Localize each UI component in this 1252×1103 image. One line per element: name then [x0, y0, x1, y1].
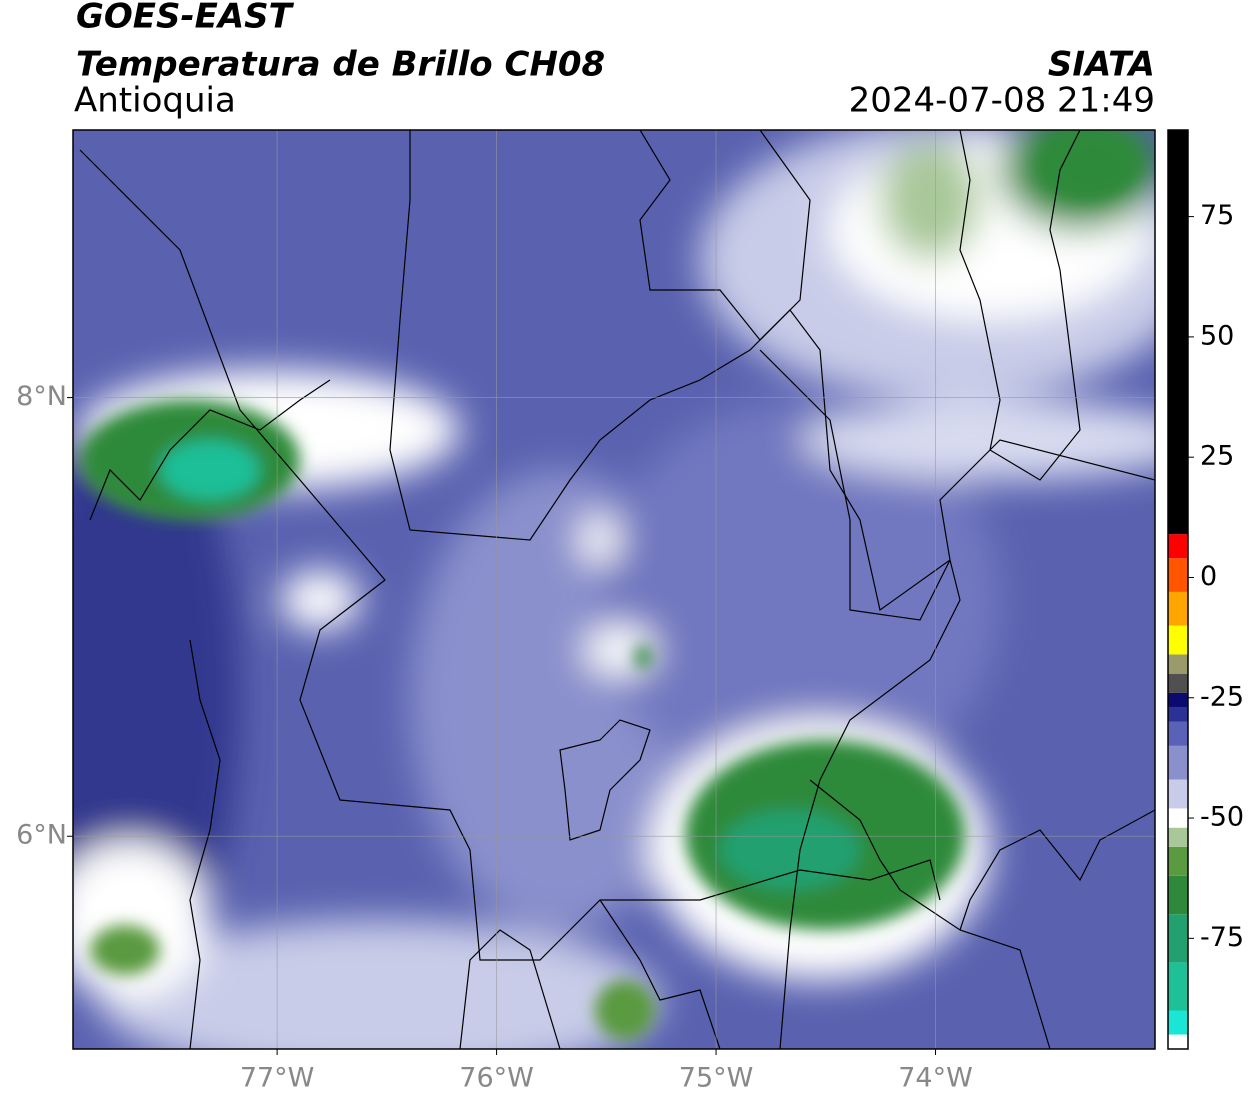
map-grid	[67, 130, 1155, 1055]
colorbar-tick-label: 25	[1200, 441, 1234, 472]
colorbar-tick-label: 75	[1200, 200, 1234, 231]
x-tick-label: 75°W	[679, 1063, 754, 1094]
colorbar-tick-label: 50	[1200, 320, 1234, 351]
colorbar-segment	[1168, 692, 1188, 708]
colorbar-segment	[1168, 745, 1188, 780]
colorbar-segment	[1168, 1034, 1188, 1049]
colorbar-segment	[1168, 721, 1188, 746]
colorbar-segment	[1168, 808, 1188, 828]
colorbar-tick-label: -25	[1200, 681, 1244, 712]
colorbar-segment	[1168, 875, 1188, 915]
colorbar-segment	[1168, 130, 1188, 535]
colorbar-segment	[1168, 625, 1188, 655]
plot-frame	[72, 129, 1156, 1050]
colorbar-segment	[1168, 846, 1188, 876]
colorbar-segment	[1168, 827, 1188, 847]
y-tick-label: 8°N	[16, 381, 67, 412]
colorbar-segment	[1168, 534, 1188, 559]
colorbar	[1168, 130, 1194, 1049]
colorbar-segment	[1168, 558, 1188, 592]
borders	[79, 130, 1155, 1049]
subtitle: Temperatura de Brillo CH08	[76, 45, 605, 85]
x-tick-label: 77°W	[240, 1063, 315, 1094]
colorbar-segment	[1168, 673, 1188, 693]
colorbar-segment	[1168, 779, 1188, 809]
colorbar-segment	[1168, 707, 1188, 722]
field	[73, 130, 1155, 1049]
colorbar-segment	[1168, 591, 1188, 626]
colorbar-segment	[1168, 962, 1188, 1011]
colorbar-frame	[1167, 129, 1189, 1050]
colorbar-segment	[1168, 654, 1188, 674]
colorbar-tick-label: -50	[1200, 802, 1244, 833]
x-tick-label: 74°W	[898, 1063, 973, 1094]
colorbar-tick-label: 0	[1200, 561, 1217, 592]
source: SIATA	[1048, 45, 1155, 85]
region: Antioquia	[74, 81, 236, 121]
timestamp: 2024-07-08 21:49	[849, 81, 1155, 121]
x-tick-label: 76°W	[459, 1063, 534, 1094]
title: GOES-EAST	[76, 0, 295, 37]
colorbar-segment	[1168, 1010, 1188, 1035]
colorbar-segment	[1168, 914, 1188, 963]
colorbar-tick-label: -75	[1200, 922, 1244, 953]
y-tick-label: 6°N	[16, 820, 67, 851]
